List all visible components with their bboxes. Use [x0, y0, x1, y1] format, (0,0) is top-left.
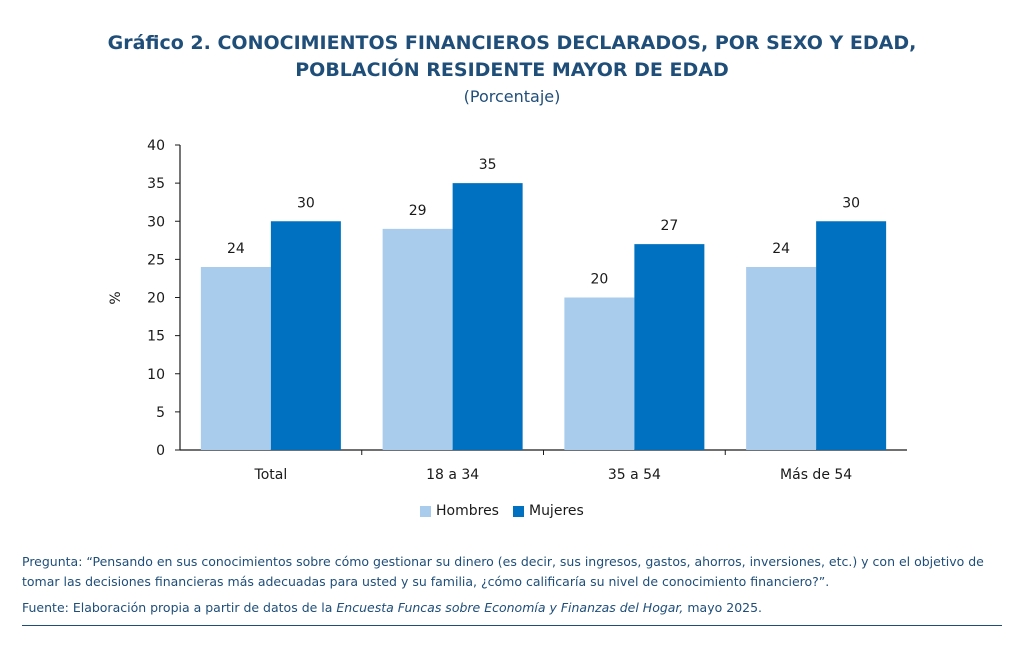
source-prefix: Fuente: Elaboración propia a partir de d…: [22, 600, 337, 615]
footer-divider: [22, 625, 1002, 626]
legend-swatch-hombres: [420, 505, 431, 517]
x-tick-label: 35 a 54: [608, 467, 661, 483]
data-label: 29: [409, 203, 427, 219]
bar-mujeres-1: [270, 221, 341, 450]
y-tick-label: 20: [147, 291, 165, 307]
source-suffix: mayo 2025.: [683, 600, 763, 615]
bar-mujeres-4: [816, 221, 887, 450]
bar-mujeres-2: [452, 183, 523, 450]
chart-subtitle: (Porcentaje): [463, 87, 561, 106]
bar-hombres-4: [746, 267, 817, 450]
bar-mujeres-3: [634, 244, 705, 450]
chart-title-line2: POBLACIÓN RESIDENTE MAYOR DE EDAD: [295, 59, 729, 81]
data-label: 35: [479, 157, 497, 173]
bar-hombres-2: [382, 228, 453, 450]
legend-item-mujeres: Mujeres: [512, 503, 584, 519]
x-tick-label: Más de 54: [780, 467, 852, 483]
data-label: 30: [842, 195, 860, 211]
y-tick-label: 15: [147, 329, 165, 345]
y-tick-label: 30: [147, 214, 165, 230]
data-label: 27: [660, 218, 678, 234]
y-tick-label: 10: [147, 367, 165, 383]
source-note: Fuente: Elaboración propia a partir de d…: [22, 598, 1007, 618]
y-tick-label: 40: [147, 138, 165, 154]
x-tick-label: 18 a 34: [426, 467, 479, 483]
chart-bars: [200, 183, 887, 450]
y-tick-label: 25: [147, 252, 165, 268]
chart-title-line1: Gráfico 2. CONOCIMIENTOS FINANCIEROS DEC…: [107, 32, 917, 54]
bar-hombres-1: [200, 267, 271, 450]
bar-hombres-3: [564, 297, 635, 450]
x-tick-label: Total: [254, 467, 288, 483]
legend-swatch-mujeres: [512, 505, 524, 517]
y-tick-label: 0: [156, 443, 165, 459]
y-tick-label: 5: [156, 405, 165, 421]
data-label: 30: [297, 195, 315, 211]
legend-label-hombres: Hombres: [436, 503, 499, 519]
data-label: 24: [227, 241, 245, 257]
source-survey-title: Encuesta Funcas sobre Economía y Finanza…: [336, 600, 684, 615]
chart-legend: Hombres Mujeres: [420, 503, 598, 519]
data-label: 24: [772, 241, 790, 257]
legend-label-mujeres: Mujeres: [528, 503, 584, 519]
bar-chart: 0 5 10 15 20 25 30 35 40 Total 18 a 34 35 a 54 Más d…: [108, 138, 907, 483]
legend-item-hombres: Hombres: [420, 503, 499, 519]
question-note: Pregunta: “Pensando en sus conocimientos…: [22, 554, 984, 589]
y-axis-label: %: [108, 291, 124, 304]
data-label: 20: [590, 272, 608, 288]
chart-axes: 0 5 10 15 20 25 30 35 40 Total 18 a 34 35 a 54 Más d…: [147, 138, 907, 483]
y-tick-label: 35: [147, 176, 165, 192]
chart-data-labels: 24 30 29 35 20 27 24 30: [227, 157, 860, 287]
